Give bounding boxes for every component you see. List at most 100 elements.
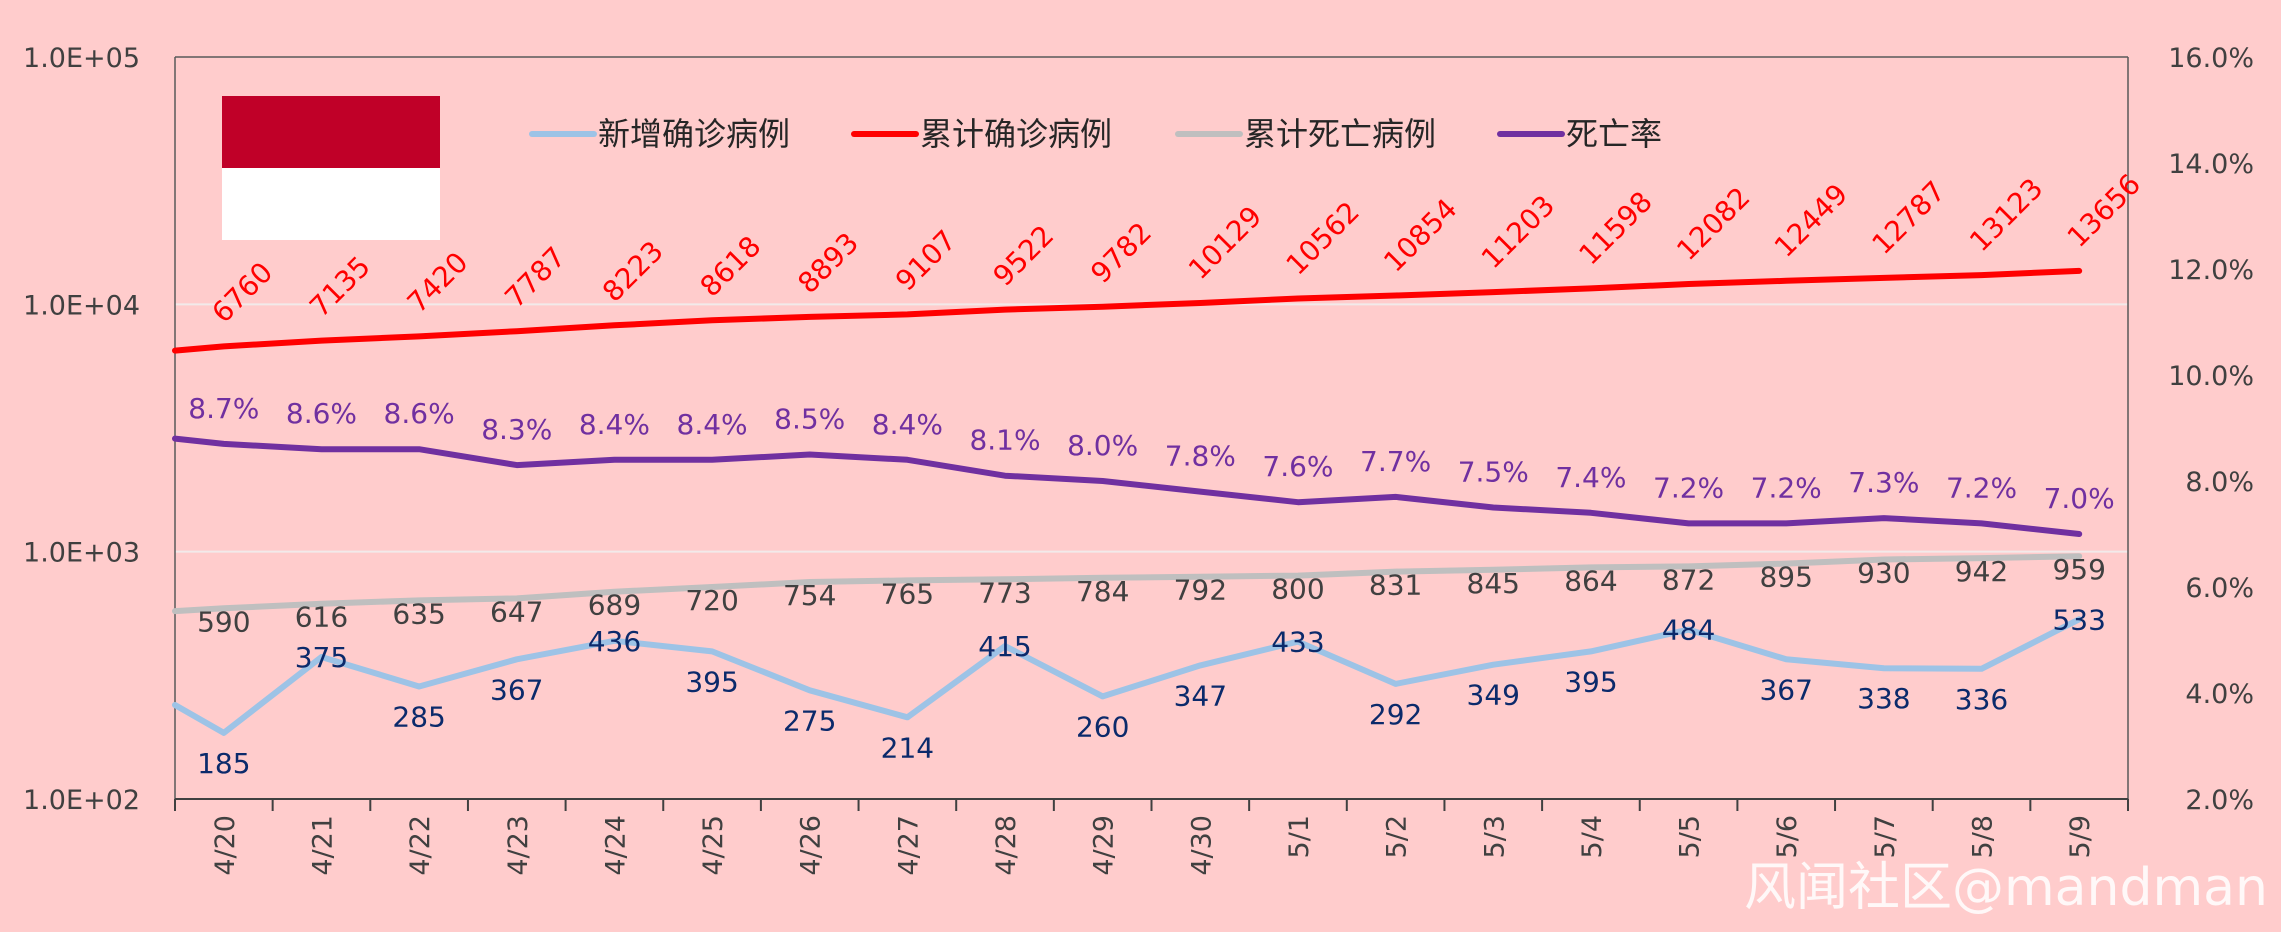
total-deaths-label: 864	[1564, 564, 1617, 597]
legend-label: 累计死亡病例	[1244, 115, 1436, 153]
death-rate-label: 7.2%	[1751, 471, 1822, 504]
legend-item-total-deaths: 累计死亡病例	[1175, 115, 1436, 153]
total-deaths-label: 930	[1857, 556, 1910, 589]
legend: 新增确诊病例 累计确诊病例 累计死亡病例 死亡率	[529, 115, 1662, 153]
flag-top-band	[222, 96, 440, 168]
new-cases-label: 484	[1662, 614, 1715, 647]
total-deaths-label: 616	[295, 601, 348, 634]
y-right-tick-label: 4.0%	[2185, 679, 2254, 710]
total-deaths-label: 800	[1271, 573, 1324, 606]
new-cases-label: 367	[490, 673, 543, 706]
total-deaths-label: 792	[1174, 574, 1227, 607]
flag-bottom-band	[222, 168, 440, 240]
death-rate-label: 7.5%	[1458, 456, 1529, 489]
x-tick-label: 4/21	[307, 815, 338, 876]
new-cases-label: 214	[881, 731, 934, 764]
death-rate-label: 7.4%	[1555, 461, 1626, 494]
total-deaths-label: 720	[685, 584, 738, 617]
death-rate-label: 8.7%	[188, 392, 259, 425]
total-deaths-label: 590	[197, 605, 250, 638]
axes	[174, 56, 2129, 811]
total-deaths-label: 647	[490, 595, 543, 628]
indonesia-flag-icon	[222, 96, 440, 240]
total-deaths-label: 942	[1955, 555, 2008, 588]
death-rate-label: 7.8%	[1165, 440, 1236, 473]
y-left-tick-label: 1.0E+04	[23, 290, 140, 321]
new-cases-label: 292	[1369, 698, 1422, 731]
y-left-tick-label: 1.0E+03	[23, 538, 140, 569]
x-tick-label: 4/23	[503, 815, 534, 876]
total-deaths-label: 689	[588, 589, 641, 622]
left-axis-ticks: 1.0E+02 1.0E+03 1.0E+04 1.0E+05	[23, 43, 140, 816]
y-left-tick-label: 1.0E+05	[23, 43, 140, 74]
legend-label: 死亡率	[1566, 115, 1662, 153]
death-rate-label: 8.4%	[677, 408, 748, 441]
x-tick-label: 4/24	[600, 815, 631, 876]
new-cases-label: 185	[197, 747, 250, 780]
x-tick-label: 4/28	[991, 815, 1022, 876]
new-cases-label: 347	[1174, 679, 1227, 712]
legend-item-new-cases: 新增确诊病例	[529, 115, 790, 153]
x-tick-label: 4/30	[1186, 815, 1217, 876]
x-tick-label: 5/5	[1675, 815, 1706, 858]
death-rate-label: 7.3%	[1848, 466, 1919, 499]
y-right-tick-label: 6.0%	[2185, 573, 2254, 604]
x-tick-label: 4/29	[1089, 815, 1120, 876]
death-rate-label: 7.2%	[1653, 471, 1724, 504]
x-tick-label: 4/22	[405, 815, 436, 876]
total-deaths-label: 959	[2052, 553, 2105, 586]
death-rate-label: 8.3%	[481, 413, 552, 446]
y-right-tick-label: 12.0%	[2168, 255, 2254, 286]
new-cases-label: 260	[1076, 710, 1129, 743]
new-cases-label: 275	[783, 704, 836, 737]
x-tick-label: 5/6	[1772, 815, 1803, 858]
death-rate-label: 7.0%	[2044, 482, 2115, 515]
total-deaths-label: 765	[881, 577, 934, 610]
total-deaths-label: 754	[783, 579, 836, 612]
total-deaths-label: 895	[1759, 561, 1812, 594]
x-axis-ticks: 4/20 4/21 4/22 4/23 4/24 4/25 4/26 4/27 4/28 4/29…	[210, 815, 2096, 876]
x-tick-label: 5/1	[1284, 815, 1315, 858]
total-deaths-label: 845	[1467, 567, 1520, 600]
new-cases-label: 285	[392, 701, 445, 734]
total-deaths-line	[172, 553, 2083, 615]
death-rate-line	[172, 435, 2083, 537]
x-tick-label: 5/3	[1479, 815, 1510, 858]
total-deaths-label: 831	[1369, 569, 1422, 602]
legend-label: 新增确诊病例	[598, 115, 790, 153]
right-axis-ticks: 2.0% 4.0% 6.0% 8.0% 10.0% 12.0% 14.0% 16.0%	[2168, 43, 2254, 816]
new-cases-label: 395	[685, 665, 738, 698]
new-cases-label: 349	[1467, 679, 1520, 712]
new-cases-label: 338	[1857, 682, 1910, 715]
death-rate-label: 7.6%	[1262, 450, 1333, 483]
new-cases-label: 436	[588, 625, 641, 658]
new-cases-line	[172, 616, 2083, 736]
death-rate-label: 7.7%	[1360, 445, 1431, 478]
death-rate-label: 8.6%	[384, 397, 455, 430]
new-cases-label: 533	[2052, 603, 2105, 636]
plot-area	[175, 57, 2128, 799]
x-tick-label: 4/20	[210, 815, 241, 876]
total-deaths-label: 784	[1076, 575, 1129, 608]
death-rate-label: 8.0%	[1067, 429, 1138, 462]
new-cases-label: 336	[1955, 683, 2008, 716]
death-rate-label: 8.4%	[579, 408, 650, 441]
legend-item-total-cases: 累计确诊病例	[851, 115, 1112, 153]
x-tick-label: 5/2	[1382, 815, 1413, 858]
x-tick-label: 5/8	[1968, 815, 1999, 858]
death-rate-label: 8.6%	[286, 397, 357, 430]
total-deaths-label: 635	[392, 597, 445, 630]
total-cases-line	[172, 267, 2083, 354]
new-cases-label: 375	[295, 641, 348, 674]
new-cases-label: 415	[978, 630, 1031, 663]
watermark: 风闻社区@mandman	[1744, 858, 2268, 918]
legend-item-death-rate: 死亡率	[1497, 115, 1662, 153]
y-right-tick-label: 2.0%	[2185, 785, 2254, 816]
legend-label: 累计确诊病例	[920, 115, 1112, 153]
series-lines	[172, 267, 2083, 736]
death-rate-label: 8.4%	[872, 408, 943, 441]
y-right-tick-label: 16.0%	[2168, 43, 2254, 74]
y-right-tick-label: 14.0%	[2168, 149, 2254, 180]
x-tick-label: 4/27	[893, 815, 924, 876]
